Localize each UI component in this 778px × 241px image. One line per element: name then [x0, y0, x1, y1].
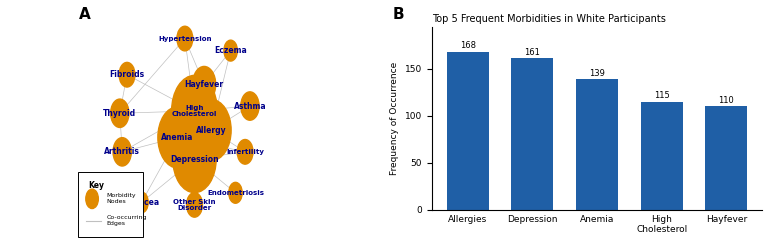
Y-axis label: Frequency of Occurrence: Frequency of Occurrence	[391, 61, 399, 175]
Text: Infertility: Infertility	[226, 149, 264, 155]
Text: Endometriosis: Endometriosis	[207, 190, 264, 196]
Text: Eczema: Eczema	[214, 46, 247, 55]
Ellipse shape	[237, 140, 253, 164]
Ellipse shape	[240, 92, 259, 120]
Text: Rosacea: Rosacea	[124, 198, 159, 207]
Text: Arthritis: Arthritis	[104, 147, 140, 156]
Ellipse shape	[119, 62, 135, 87]
Text: 161: 161	[524, 48, 541, 57]
Text: Depression: Depression	[170, 154, 219, 164]
Text: High
Cholesterol: High Cholesterol	[172, 105, 217, 117]
FancyBboxPatch shape	[78, 172, 142, 237]
Text: Key: Key	[89, 181, 104, 190]
Bar	[641, 102, 683, 210]
Ellipse shape	[173, 126, 216, 193]
Text: Thyroid: Thyroid	[103, 109, 136, 118]
Ellipse shape	[110, 99, 129, 127]
Ellipse shape	[158, 107, 198, 168]
Ellipse shape	[193, 67, 216, 102]
Text: Other Skin
Disorder: Other Skin Disorder	[173, 199, 216, 211]
Text: Allergy: Allergy	[196, 126, 226, 135]
Text: 110: 110	[719, 96, 734, 105]
Ellipse shape	[177, 26, 193, 51]
Text: Hayfever: Hayfever	[184, 80, 224, 89]
Ellipse shape	[229, 182, 242, 203]
Bar	[576, 79, 619, 210]
Text: Top 5 Frequent Morbidities in White Participants: Top 5 Frequent Morbidities in White Part…	[432, 14, 666, 24]
Bar	[447, 52, 489, 210]
Text: Hypertension: Hypertension	[158, 36, 212, 41]
Ellipse shape	[135, 192, 149, 213]
Text: Morbidity
Nodes: Morbidity Nodes	[107, 194, 136, 204]
Ellipse shape	[172, 75, 217, 146]
Ellipse shape	[113, 138, 131, 166]
Bar	[511, 59, 553, 210]
Text: Fibroids: Fibroids	[110, 70, 145, 79]
Bar	[706, 106, 748, 210]
Text: A: A	[79, 7, 90, 22]
Ellipse shape	[224, 40, 237, 61]
Ellipse shape	[86, 189, 98, 208]
Text: 139: 139	[589, 69, 605, 78]
Text: 115: 115	[654, 91, 670, 100]
Ellipse shape	[187, 193, 202, 217]
Text: 168: 168	[460, 41, 476, 50]
Text: Anemia: Anemia	[162, 133, 194, 142]
Text: Asthma: Asthma	[233, 101, 266, 111]
Text: Co-occurring
Edges: Co-occurring Edges	[107, 215, 147, 226]
Ellipse shape	[191, 100, 231, 161]
Text: B: B	[393, 7, 405, 22]
